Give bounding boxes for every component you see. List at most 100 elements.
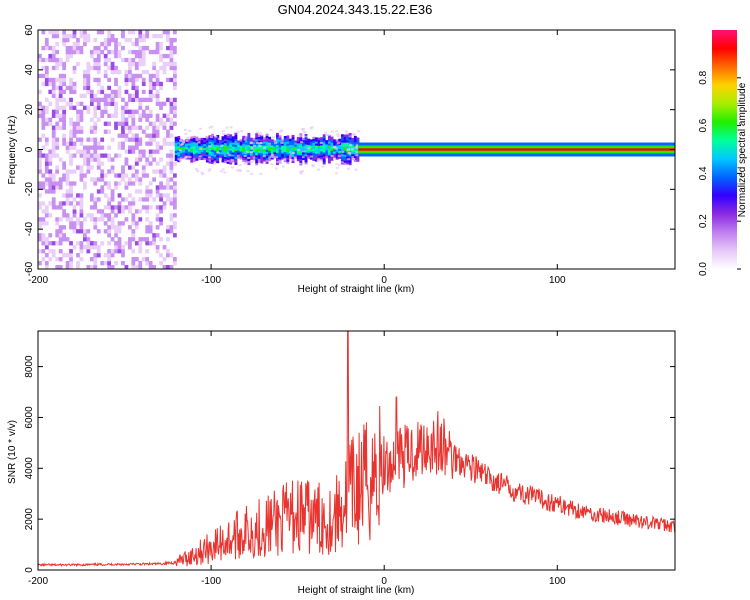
heatmap-cell bbox=[177, 145, 181, 149]
heatmap-cell bbox=[353, 139, 357, 143]
heatmap-cell bbox=[76, 149, 80, 154]
heatmap-cell bbox=[325, 150, 329, 153]
heatmap-cell bbox=[244, 156, 248, 159]
heatmap-cell bbox=[276, 160, 279, 164]
heatmap-cell bbox=[110, 205, 115, 210]
heatmap-cell bbox=[275, 156, 279, 159]
heatmap-cell bbox=[155, 217, 160, 222]
heatmap-cell bbox=[317, 147, 321, 150]
heatmap-cell bbox=[128, 129, 132, 134]
heatmap-cell bbox=[110, 69, 115, 75]
heatmap-cell bbox=[162, 185, 167, 190]
heatmap-cell bbox=[86, 241, 91, 246]
heatmap-cell bbox=[69, 89, 73, 95]
heatmap-cell bbox=[195, 148, 199, 151]
y-tick-label: 20 bbox=[24, 104, 35, 116]
heatmap-cell bbox=[340, 146, 344, 149]
heatmap-cell bbox=[93, 121, 98, 126]
heatmap-cell bbox=[51, 173, 56, 178]
heatmap-cell bbox=[93, 113, 98, 118]
heatmap-cell bbox=[346, 142, 350, 145]
heatmap-cell bbox=[296, 151, 300, 154]
heatmap-cell bbox=[169, 49, 174, 55]
heatmap-cell bbox=[62, 173, 66, 178]
heatmap-cell bbox=[131, 73, 136, 79]
heatmap-cell bbox=[69, 53, 73, 59]
heatmap-cell bbox=[348, 133, 352, 136]
heatmap-cell bbox=[141, 49, 146, 55]
heatmap-cell bbox=[128, 109, 132, 114]
heatmap-cell bbox=[65, 197, 70, 202]
heatmap-cell bbox=[96, 245, 101, 250]
heatmap-cell bbox=[117, 173, 122, 178]
heatmap-cell bbox=[48, 185, 53, 190]
heatmap-cell bbox=[96, 53, 101, 59]
heatmap-cell bbox=[152, 197, 157, 202]
heatmap-cell bbox=[325, 156, 329, 159]
heatmap-cell bbox=[72, 69, 77, 75]
heatmap-cell bbox=[288, 154, 292, 157]
heatmap-cell bbox=[44, 137, 49, 142]
heatmap-cell bbox=[51, 153, 56, 158]
heatmap-cell bbox=[288, 156, 292, 159]
heatmap-cell bbox=[294, 146, 298, 149]
heatmap-cell bbox=[325, 140, 329, 143]
heatmap-region-1 bbox=[174, 125, 361, 175]
heatmap-cell bbox=[343, 144, 347, 147]
heatmap-cell bbox=[134, 161, 139, 166]
x-tick-label: 0 bbox=[381, 275, 387, 286]
heatmap-cell bbox=[173, 97, 177, 102]
heatmap-cell bbox=[229, 146, 233, 149]
heatmap-cell bbox=[83, 33, 87, 39]
heatmap-cell bbox=[38, 237, 42, 242]
heatmap-cell bbox=[260, 153, 264, 156]
heatmap-cell bbox=[223, 171, 227, 174]
heatmap-cell bbox=[44, 141, 49, 146]
heatmap-cell bbox=[166, 113, 170, 118]
heatmap-cell bbox=[62, 105, 66, 110]
heatmap-cell bbox=[117, 201, 122, 206]
heatmap-cell bbox=[343, 134, 347, 137]
heatmap-cell bbox=[38, 249, 42, 254]
heatmap-cell bbox=[93, 93, 98, 99]
heatmap-cell bbox=[148, 205, 153, 210]
heatmap-cell bbox=[297, 148, 301, 151]
heatmap-cell bbox=[159, 85, 163, 91]
heatmap-cell bbox=[169, 213, 174, 218]
y-tick-label: -60 bbox=[24, 261, 35, 276]
heatmap-cell bbox=[121, 209, 125, 214]
heatmap-cell bbox=[51, 241, 56, 246]
heatmap-cell bbox=[211, 145, 214, 149]
heatmap-cell bbox=[169, 157, 174, 162]
heatmap-cell bbox=[244, 142, 248, 145]
heatmap-cell bbox=[124, 197, 129, 202]
heatmap-cell bbox=[134, 89, 139, 95]
heatmap-cell bbox=[173, 261, 177, 266]
heatmap-cell bbox=[162, 193, 167, 198]
heatmap-cell bbox=[124, 73, 129, 79]
heatmap-cell bbox=[55, 181, 60, 186]
heatmap-cell bbox=[44, 181, 49, 186]
heatmap-cell bbox=[128, 73, 132, 79]
heatmap-cell bbox=[242, 139, 246, 143]
heatmap-cell bbox=[48, 173, 53, 178]
heatmap-cell bbox=[72, 81, 77, 87]
heatmap-cell bbox=[348, 147, 352, 150]
heatmap-cell bbox=[205, 142, 209, 145]
heatmap-cell bbox=[213, 146, 217, 149]
heatmap-cell bbox=[166, 45, 170, 51]
heatmap-cell bbox=[169, 121, 174, 126]
heatmap-cell bbox=[211, 147, 214, 151]
heatmap-cell bbox=[263, 149, 266, 152]
heatmap-cell bbox=[229, 136, 233, 139]
heatmap-cell bbox=[38, 233, 42, 238]
heatmap-cell bbox=[224, 138, 227, 142]
heatmap-cell bbox=[265, 153, 269, 156]
heatmap-cell bbox=[213, 144, 217, 147]
heatmap-cell bbox=[166, 185, 170, 190]
spectrogram-y-axis-label: Frequency (Hz) bbox=[7, 116, 18, 185]
colorbar-tick-label: 0.6 bbox=[698, 118, 709, 132]
heatmap-cell bbox=[55, 65, 60, 71]
heatmap-cell bbox=[208, 137, 212, 140]
heatmap-cell bbox=[278, 145, 282, 148]
